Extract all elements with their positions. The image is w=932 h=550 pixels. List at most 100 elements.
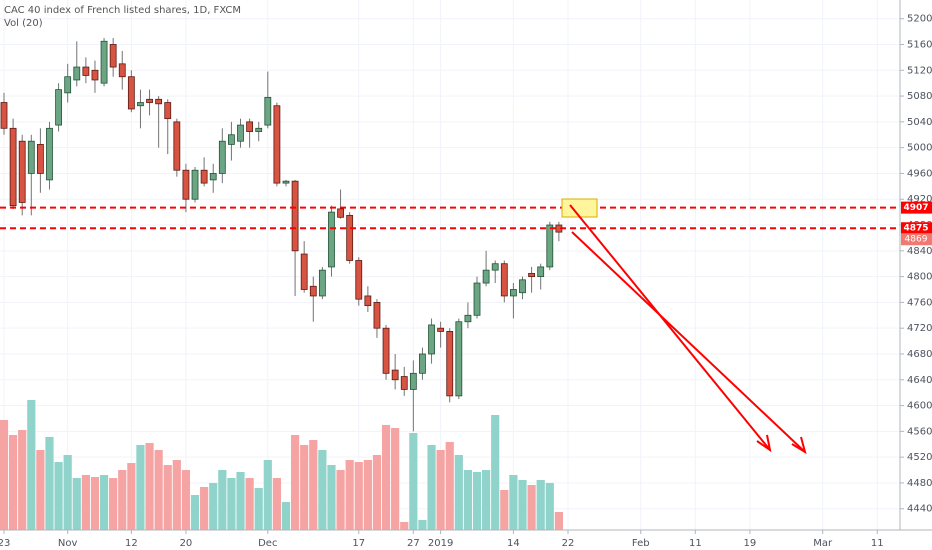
candle-body — [137, 102, 144, 107]
candle-body — [109, 44, 117, 68]
volume-bar — [427, 445, 436, 530]
y-tick-label: 4840 — [907, 246, 932, 257]
candle-body — [200, 169, 208, 184]
y-tick-label: 4560 — [907, 426, 932, 437]
candle-body — [73, 66, 81, 81]
y-tick-label: 4600 — [907, 401, 932, 412]
volume-bar — [99, 475, 109, 530]
level-layer — [0, 206, 900, 230]
volume-bar — [472, 472, 482, 530]
volume-bar — [63, 455, 72, 530]
candle-body — [382, 327, 390, 374]
volume-bar — [263, 460, 272, 530]
candle-layer — [0, 38, 563, 432]
volume-bar — [154, 450, 163, 530]
volume-bar — [90, 477, 100, 530]
x-tick-label: 2019 — [428, 538, 453, 549]
candle-body — [528, 272, 535, 278]
y-tick-label: 4720 — [907, 323, 932, 334]
candle-body — [400, 376, 408, 390]
level-label: 4907 — [903, 203, 928, 213]
candle-body — [482, 269, 490, 284]
candle-body — [155, 98, 163, 105]
candle-body — [273, 105, 281, 184]
candle-body — [0, 102, 8, 129]
level-label-bg — [901, 222, 932, 235]
grid — [0, 0, 900, 530]
y-tick-label: 4760 — [907, 297, 932, 308]
volume-bar — [218, 470, 227, 530]
x-tick-label: 27 — [407, 538, 420, 549]
candle-body — [346, 214, 354, 261]
volume-bar — [127, 463, 136, 530]
volume-bar — [409, 433, 418, 530]
y-tick-label: 4960 — [907, 168, 932, 179]
candle-body — [209, 173, 217, 181]
volume-bar — [36, 450, 45, 530]
volume-bar — [9, 435, 18, 530]
volume-bar — [281, 502, 291, 530]
y-tick-label: 4680 — [907, 349, 932, 360]
candle-body — [546, 224, 554, 268]
volume-bar — [400, 522, 409, 530]
volume-bar — [445, 442, 454, 530]
volume-bar — [163, 465, 172, 530]
candle-body — [455, 321, 463, 397]
candle-body — [18, 140, 26, 203]
y-tick-label: 5200 — [907, 14, 932, 25]
candle-body — [173, 121, 181, 171]
candle-body — [519, 279, 526, 294]
candle-body — [500, 263, 508, 297]
volume-bar — [436, 450, 445, 530]
candle-body — [82, 66, 90, 76]
arrow-head — [791, 436, 807, 455]
candle-body — [491, 263, 499, 271]
volume-bar — [200, 487, 209, 530]
candle-body — [264, 96, 272, 126]
candle-body — [182, 169, 190, 200]
volume-bar — [118, 470, 127, 530]
level-label-bg — [901, 201, 932, 214]
volume-bar — [536, 480, 545, 530]
arrow — [571, 231, 806, 453]
volume-bar — [72, 478, 81, 530]
y-tick-label: 5040 — [907, 117, 932, 128]
candle-body — [309, 285, 317, 297]
candle-body — [218, 140, 226, 174]
candle-body — [428, 324, 435, 355]
y-tick-label: 4920 — [907, 194, 932, 205]
candle-body — [27, 140, 35, 174]
candle-body — [100, 40, 108, 84]
x-tick-label: Dec — [258, 538, 277, 549]
volume-layer — [0, 400, 563, 530]
x-tick-label: 12 — [125, 538, 138, 549]
axes: 4440 4480 4520 4560 4600 4640 4680 4720 4760 4800… — [0, 14, 932, 549]
volume-bar — [236, 472, 245, 530]
level-label: 4875 — [903, 224, 928, 234]
volume-bar — [372, 455, 382, 530]
candle-body — [36, 144, 44, 174]
volume-bar — [109, 478, 118, 530]
candle-body — [164, 102, 172, 120]
volume-bar — [482, 470, 491, 530]
volume-bar — [181, 470, 191, 530]
volume-bar — [354, 462, 363, 530]
candle-body — [510, 289, 517, 297]
x-tick-label: 14 — [507, 538, 520, 549]
candle-body — [91, 69, 99, 81]
volume-bar — [54, 462, 63, 530]
volume-bar — [300, 445, 309, 530]
candle-body — [146, 98, 153, 103]
candle-body — [318, 269, 326, 297]
volume-bar — [136, 445, 145, 530]
candle-body — [437, 327, 445, 332]
candle-body — [364, 295, 372, 307]
volume-bar — [527, 485, 536, 530]
x-tick-label: 19 — [744, 538, 757, 549]
candle-body — [355, 260, 363, 300]
y-tick-label: 4640 — [907, 375, 932, 386]
volume-bar — [381, 425, 391, 530]
highlight-box — [561, 198, 598, 218]
volume-bar — [518, 480, 527, 530]
x-tick-label: 20 — [180, 538, 193, 549]
